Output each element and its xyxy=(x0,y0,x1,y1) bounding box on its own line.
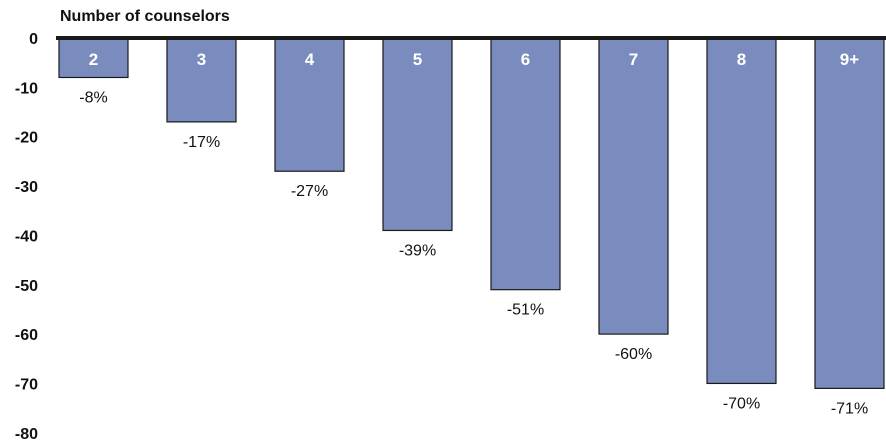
data-label: -60% xyxy=(615,346,652,363)
y-tick-label: -60 xyxy=(15,327,38,344)
data-label: -71% xyxy=(831,400,868,417)
bar-3 xyxy=(166,37,237,123)
y-axis-ticks: 0 -10 -20 -30 -40 -50 -60 -70 -80 xyxy=(15,31,38,443)
data-label: -27% xyxy=(291,183,328,200)
y-tick-label: -20 xyxy=(15,130,38,147)
bar-6 xyxy=(490,37,561,291)
data-label: -51% xyxy=(507,302,544,319)
bar-9plus xyxy=(814,37,885,389)
y-tick-label: -30 xyxy=(15,179,38,196)
y-tick-label: -40 xyxy=(15,228,38,245)
data-label: -17% xyxy=(183,134,220,151)
category-label: 3 xyxy=(197,50,206,69)
y-tick-label: -70 xyxy=(15,376,38,393)
chart-title: Number of counselors xyxy=(60,8,230,25)
y-tick-label: 0 xyxy=(29,31,38,48)
category-label: 8 xyxy=(737,50,746,69)
bar-8 xyxy=(706,37,777,385)
bar-7 xyxy=(598,37,669,335)
category-label: 5 xyxy=(413,50,422,69)
y-tick-label: -80 xyxy=(15,426,38,443)
data-label: -70% xyxy=(723,395,760,412)
category-label: 4 xyxy=(305,50,315,69)
bars-layer xyxy=(58,37,885,389)
category-label: 6 xyxy=(521,50,530,69)
labels-layer: 2 -8% 3 -17% 4 -27% 5 -39% 6 -51% 7 -60% 8 -70% 9+ -71% xyxy=(79,50,868,417)
data-label: -8% xyxy=(79,89,107,106)
y-tick-label: -50 xyxy=(15,278,38,295)
bar-2 xyxy=(58,37,129,79)
category-label: 7 xyxy=(629,50,638,69)
category-label: 9+ xyxy=(840,50,859,69)
category-label: 2 xyxy=(89,50,98,69)
data-label: -39% xyxy=(399,242,436,259)
bar-5 xyxy=(382,37,453,232)
y-tick-label: -10 xyxy=(15,80,38,97)
